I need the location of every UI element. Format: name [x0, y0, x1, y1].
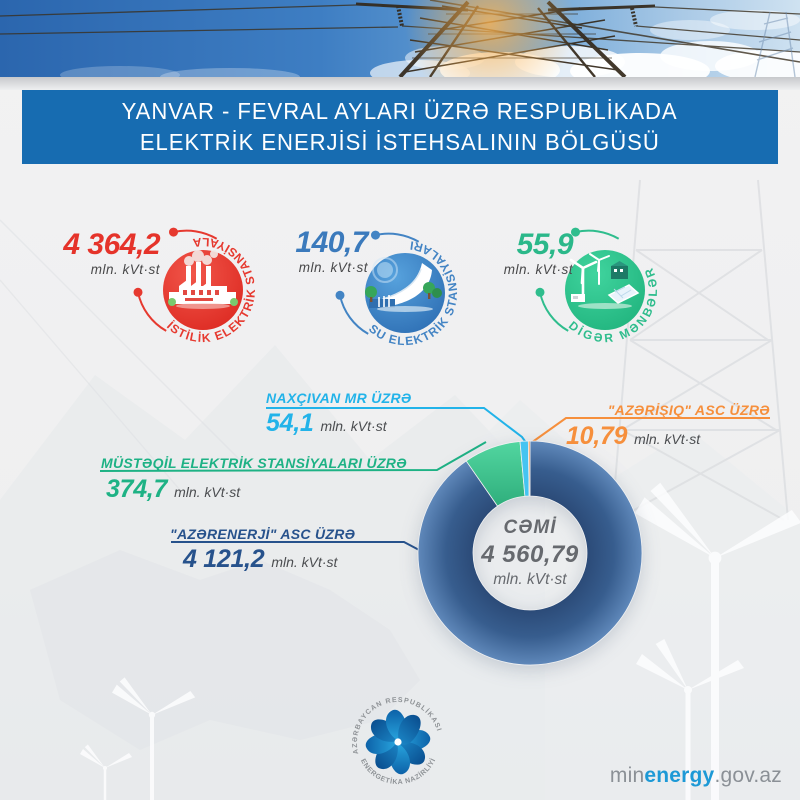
pylon-watermark: [611, 179, 789, 521]
ministry-logo: AZƏRBAYCAN RESPUBLİKASI ENERGETİKA NAZİR…: [352, 697, 441, 786]
stat-unit: mln. kVt·st: [503, 262, 573, 277]
header-divider: [0, 77, 800, 90]
wind-turbines-watermark: [80, 482, 800, 800]
title-bar: YANVAR - FEVRAL AYLARI ÜZRƏ RESPUBLİKADA…: [22, 90, 778, 164]
callout-label-azerisiq: "AZƏRİŞIQ" ASC ÜZRƏ: [607, 402, 770, 418]
callout-value-mustaqil: 374,7 mln. kVt·st: [106, 477, 240, 502]
callout-label-azerenerji: "AZƏRENERJİ" ASC ÜZRƏ: [170, 526, 356, 542]
donut-slice-3: [527, 440, 531, 497]
ring-dot: [169, 227, 178, 237]
stat-circle-other: DİGƏR MƏNBƏLƏR: [535, 227, 658, 345]
callout-label-naxcivan: NAXÇIVAN MR ÜZRƏ: [266, 390, 412, 406]
donut-slices: [417, 440, 643, 666]
callout-number: 374,7: [106, 475, 168, 503]
stat-unit: mln. kVt·st: [90, 262, 160, 277]
stat-circle-hydro: SU ELEKTRİK STANSİYALARI: [335, 230, 459, 348]
callout-number: 10,79: [566, 422, 628, 450]
stat-unit: mln. kVt·st: [298, 260, 368, 275]
website-prefix: min: [609, 764, 645, 787]
stat-value-thermal: 4 364,2 mln. kVt·st: [63, 230, 160, 277]
stat-circle-thermal: İSTİLİK ELEKTRİK STANSİYALARI: [103, 190, 257, 345]
total-label: CƏMİ: [503, 516, 557, 538]
total-value: 4 560,79: [481, 540, 579, 568]
donut-slice-0: [417, 440, 643, 666]
callout-value-azerisiq: 10,79 mln. kVt·st: [566, 424, 700, 449]
total-unit: mln. kVt·st: [493, 571, 567, 589]
website-link[interactable]: minenergy.gov.az: [610, 764, 782, 788]
thermal-power-plant-icon: [168, 250, 238, 309]
header-photo-powerlines: [0, 0, 800, 77]
donut-center-total: CƏMİ 4 560,79 mln. kVt·st: [481, 517, 578, 589]
stat-number: 55,9: [516, 228, 574, 261]
ring-dot: [571, 227, 580, 237]
stat-value-hydro: 140,7 mln. kVt·st: [295, 228, 368, 275]
callout-unit: mln. kVt·st: [174, 484, 241, 500]
callout-value-azerenerji: 4 121,2 mln. kVt·st: [183, 547, 337, 572]
donut-chart: [417, 440, 643, 666]
stat-number: 140,7: [295, 226, 368, 259]
callout-value-naxcivan: 54,1 mln. kVt·st: [266, 411, 387, 436]
callout-unit: mln. kVt·st: [634, 431, 701, 447]
page-title-line1: YANVAR - FEVRAL AYLARI ÜZRƏ RESPUBLİKADA: [121, 98, 679, 124]
ring-dot: [535, 287, 545, 297]
callout-number: 54,1: [266, 409, 314, 437]
page-title-line2: ELEKTRİK ENERJİSİ İSTEHSALININ BÖLGÜSÜ: [140, 129, 660, 155]
callout-label-mustaqil: MÜSTƏQİL ELEKTRİK STANSİYALARI ÜZRƏ: [101, 455, 407, 471]
callout-unit: mln. kVt·st: [271, 554, 338, 570]
ring-dot: [335, 290, 345, 300]
stat-number: 4 364,2: [63, 228, 160, 261]
website-highlight: energy: [644, 764, 715, 787]
far-tower: [754, 11, 796, 77]
renewable-sources-icon: [569, 253, 640, 309]
ring-dot: [371, 230, 380, 240]
callout-number: 4 121,2: [183, 545, 265, 573]
ring-dot: [133, 287, 143, 297]
hydro-power-plant-icon: [365, 257, 442, 312]
pinwheel-icon: [365, 709, 431, 775]
stat-value-other: 55,9 mln. kVt·st: [503, 228, 574, 277]
sun-glow: [405, 0, 575, 77]
callout-unit: mln. kVt·st: [320, 418, 387, 434]
website-suffix: .gov.az: [714, 764, 782, 787]
